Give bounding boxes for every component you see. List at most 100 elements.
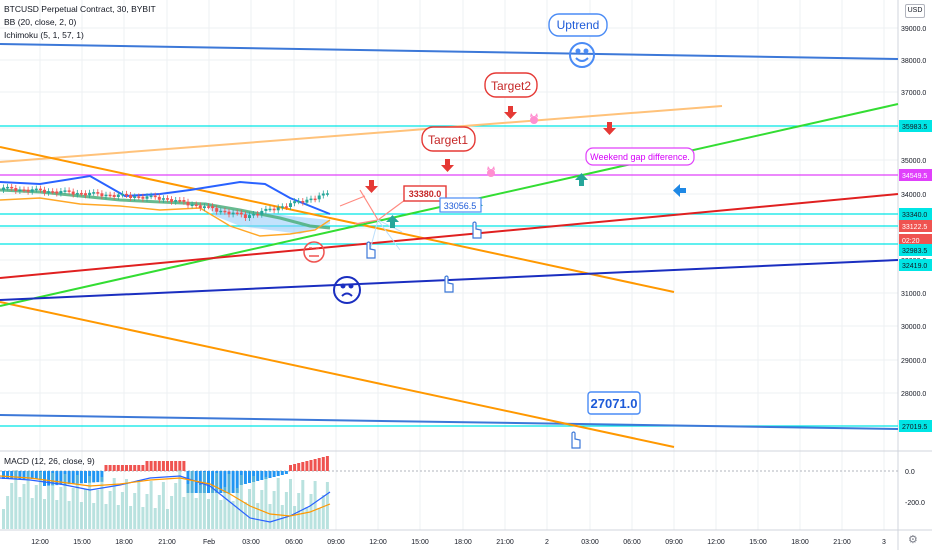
macd-bar-lower [43,499,46,529]
macd-bar-lower [256,503,260,529]
ichimoku-indicator-label[interactable]: Ichimoku (5, 1, 57, 1) [4,30,84,40]
svg-text:33380.0: 33380.0 [409,189,442,199]
macd-bar-lower [38,472,42,529]
target2-callout[interactable]: Target2 [484,72,538,98]
macd-bar-lower [30,498,34,529]
price-tick-label: 29000.0 [901,358,926,365]
macd-bar [264,471,268,479]
price-tick-label: 39000.0 [901,26,926,33]
price-label-33056[interactable]: 33056.5 [439,197,482,213]
price-tag: 33340.0 [899,208,932,220]
time-axis[interactable]: 12:00 15:00 18:00 21:00 Feb 03:00 06:00 09:00 12… [31,539,886,546]
candle [51,191,55,193]
symbol-title[interactable]: BTCUSD Perpetual Contract, 30, BYBIT [4,4,156,14]
candle [297,201,301,203]
candle [14,188,18,191]
time-tick-label: 18:00 [115,539,133,546]
time-tick-label: 15:00 [73,539,91,546]
price-tick-label: 28000.0 [901,391,926,398]
currency-button[interactable]: USD [905,4,925,18]
ichimoku-cloud [205,202,330,234]
candle [67,190,71,192]
target2-label: Target2 [491,79,531,93]
gear-icon[interactable]: ⚙ [908,534,918,546]
macd-bar [153,461,157,471]
macd-bar [256,471,260,481]
price-tag-label: 32983.5 [902,248,927,255]
macd-bar [235,471,239,493]
macd-bar-lower [141,507,145,529]
macd-bar-lower [313,481,317,529]
price-label-27071[interactable]: 27071.0 [587,391,641,415]
macd-bar [280,471,284,475]
horizontal-levels[interactable] [0,125,898,427]
macd-bar-lower [149,481,153,529]
macd-bar-lower [34,485,38,529]
price-tag: 33122.5 [899,220,932,232]
macd-bar [174,461,178,471]
price-label-33380[interactable]: 33380.0 [403,185,447,202]
macd-bar-lower [133,493,137,529]
candle [10,186,14,189]
candle [284,206,288,208]
price-tag-label: 35983.5 [902,124,927,131]
macd-bar-lower [215,473,219,529]
macd-bar-lower [67,501,71,529]
macd-bar-lower [272,491,276,529]
candle [207,206,210,208]
macd-bar-lower [112,478,116,529]
candle [71,191,75,195]
macd-bar [325,456,329,471]
macd-bar [71,471,75,484]
uptrend-callout[interactable]: Uptrend [548,13,608,37]
weekend-gap-callout[interactable]: Weekend gap difference. [585,147,695,166]
macd-bar [157,461,161,471]
svg-text:27071.0: 27071.0 [591,396,638,411]
candle [141,196,145,199]
candle [248,215,251,218]
candle [256,214,260,216]
candle [55,191,59,194]
macd-bar [116,465,120,471]
uptrend-label: Uptrend [557,18,600,32]
candle [313,198,317,201]
candle [43,189,46,193]
bb-indicator-label[interactable]: BB (20, close, 2, 0) [4,17,77,27]
price-tag-label: 27019.5 [902,424,927,431]
orange-lower-trendline [0,301,675,448]
macd-bar-lower [194,498,198,529]
macd-bar-lower [145,494,149,529]
macd-bar-lower [6,496,10,529]
orange-upper-trendline [0,146,675,293]
macd-bar [125,465,128,471]
candle [219,210,223,213]
trend-lines[interactable] [0,43,899,448]
macd-bar [96,471,100,483]
macd-bar [43,471,46,486]
candle [280,206,284,208]
macd-bar-lower [120,492,124,529]
macd-indicator-label[interactable]: MACD (12, 26, close, 9) [4,456,95,466]
macd-bar-lower [252,476,256,529]
target1-callout[interactable]: Target1 [421,126,476,152]
macd-bar [223,471,227,493]
red-down-arrow-target2 [504,106,517,119]
macd-bar-lower [100,477,104,529]
macd-bar-lower [75,475,79,529]
macd-bar-lower [211,486,215,529]
candle [161,198,165,200]
candle [305,199,309,203]
candle [309,198,313,201]
macd-bar [260,471,264,480]
macd-bar-lower [231,501,235,529]
macd-bar [92,471,96,483]
candle [182,200,186,202]
candle [59,191,63,194]
price-tag-label: 02:20 [902,238,920,245]
time-tick-label: 21:00 [496,539,514,546]
candle [84,193,87,196]
macd-bar-lower [182,497,186,529]
macd-bar [59,471,63,485]
macd-bar-lower [248,489,251,529]
